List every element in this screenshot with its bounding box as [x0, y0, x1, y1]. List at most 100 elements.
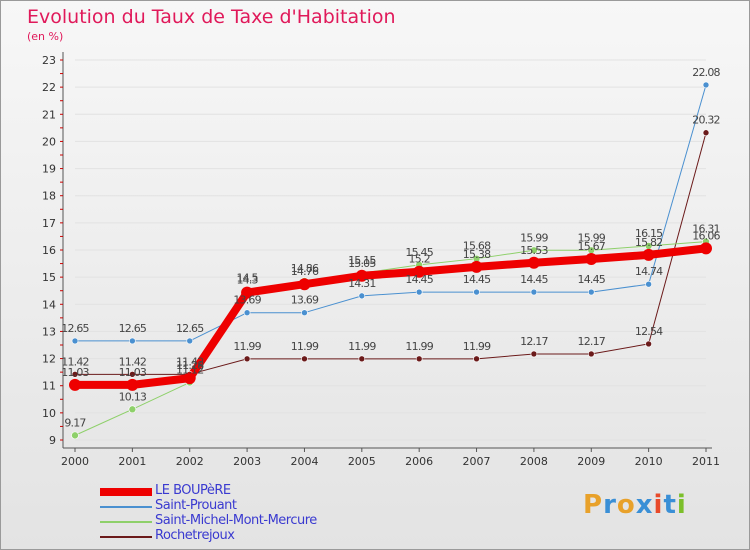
series-line: [75, 132, 707, 375]
y-tick-label: 20: [42, 135, 56, 148]
data-point: [358, 292, 366, 300]
legend-swatch: [100, 488, 152, 496]
data-point: [128, 405, 137, 414]
series-line: [74, 241, 707, 436]
x-tick-label: 2007: [463, 455, 491, 468]
data-label: 12.17: [520, 335, 548, 348]
data-label: 11.99: [348, 340, 376, 353]
data-point: [186, 337, 194, 345]
data-label: 11.42: [61, 355, 89, 368]
data-point: [301, 309, 308, 317]
data-label: 11.12: [176, 363, 204, 376]
y-tick-label: 23: [42, 54, 56, 67]
data-label: 13.69: [233, 294, 261, 307]
data-point: [702, 129, 710, 137]
data-label: 11.99: [233, 340, 261, 353]
data-point: [587, 350, 595, 358]
x-tick-label: 2005: [348, 455, 376, 468]
proxiti-logo: Proxiti: [583, 490, 687, 520]
data-point: [129, 371, 136, 378]
legend-label: LE BOUPèRE: [155, 483, 231, 498]
y-tick-label: 12: [42, 353, 56, 366]
logo-letter: o: [616, 490, 636, 520]
data-label: 12.54: [635, 325, 663, 338]
data-point: [243, 309, 251, 317]
data-point: [527, 256, 540, 269]
data-point: [413, 265, 426, 278]
x-tick-label: 2001: [118, 455, 146, 468]
data-point: [473, 288, 480, 296]
data-label: 16.31: [692, 223, 720, 236]
data-label: 9.17: [64, 416, 86, 429]
data-label: 10.13: [119, 390, 147, 403]
logo-letter: t: [663, 490, 677, 520]
y-tick-label: 22: [42, 81, 56, 94]
data-point: [241, 286, 254, 299]
data-label: 15.82: [635, 236, 663, 249]
data-label: 15.99: [520, 231, 548, 244]
chart-subtitle: (en %): [27, 30, 64, 43]
data-point: [473, 355, 480, 363]
data-label: 15.45: [405, 246, 433, 259]
y-tick-label: 10: [42, 407, 56, 420]
data-label: 15.05: [348, 257, 376, 270]
data-label: 11.42: [119, 355, 147, 368]
data-point: [415, 355, 423, 363]
data-label: 12.65: [61, 322, 89, 335]
data-label: 11.42: [176, 355, 204, 368]
data-label: 15.38: [463, 248, 491, 261]
data-point: [530, 350, 538, 358]
logo-letter: P: [583, 490, 604, 520]
series-line: [75, 244, 707, 389]
y-tick-label: 21: [42, 108, 56, 121]
data-label: 14.45: [520, 273, 548, 286]
data-label: 20.32: [692, 114, 720, 127]
data-point: [71, 431, 79, 440]
x-tick-label: 2010: [635, 455, 663, 468]
data-label: 11.03: [119, 366, 147, 379]
data-label: 11.99: [405, 340, 433, 353]
data-point: [645, 340, 652, 348]
data-label: 12.65: [176, 322, 204, 335]
legend-swatch: [100, 521, 152, 523]
data-label: 14.31: [348, 277, 376, 290]
data-label: 11.03: [61, 366, 89, 379]
x-tick-label: 2002: [176, 455, 204, 468]
legend-label: Rochetrejoux: [155, 528, 235, 543]
data-label: 16.15: [635, 227, 663, 240]
data-point: [415, 288, 423, 296]
logo-letter: x: [635, 490, 654, 520]
data-point: [126, 378, 139, 391]
y-tick-label: 14: [42, 298, 56, 311]
x-tick-label: 2000: [61, 455, 89, 468]
data-point: [530, 288, 538, 296]
data-point: [645, 280, 652, 288]
data-point: [587, 288, 595, 296]
data-label: 22.08: [692, 66, 720, 79]
data-label: 15.68: [463, 240, 491, 253]
y-tick-label: 16: [42, 244, 56, 257]
logo-letter: r: [603, 490, 617, 520]
data-label: 14.45: [463, 273, 491, 286]
y-tick-label: 17: [42, 217, 56, 230]
y-tick-label: 19: [42, 163, 56, 176]
data-label: 15.2: [409, 253, 430, 266]
data-point: [470, 260, 483, 273]
data-point: [700, 242, 712, 255]
series-line: [75, 84, 707, 342]
data-point: [298, 278, 311, 291]
data-point: [358, 355, 366, 363]
data-point: [530, 246, 538, 255]
data-label: 14.45: [405, 273, 433, 286]
data-point: [129, 337, 136, 345]
data-point: [243, 355, 251, 363]
data-label: 12.65: [119, 322, 147, 335]
data-label: 14.45: [578, 273, 606, 286]
data-point: [183, 372, 196, 385]
x-tick-label: 2008: [520, 455, 548, 468]
x-tick-label: 2011: [692, 455, 720, 468]
y-tick-label: 9: [49, 434, 56, 447]
data-label: 15.15: [348, 254, 376, 267]
legend-label: Saint-Michel-Mont-Mercure: [155, 513, 317, 528]
